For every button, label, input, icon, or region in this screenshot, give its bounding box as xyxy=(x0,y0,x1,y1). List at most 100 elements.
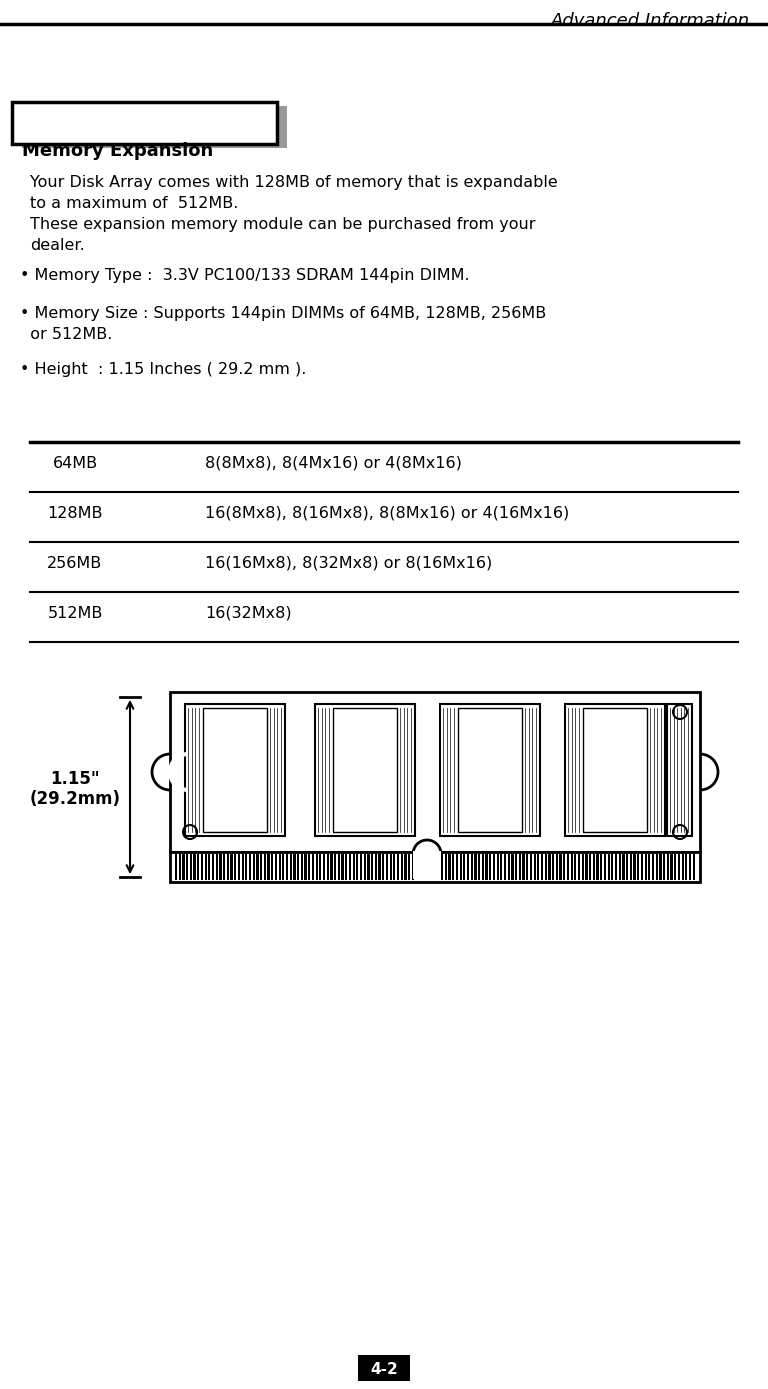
Text: • Memory Type :  3.3V PC100/133 SDRAM 144pin DIMM.: • Memory Type : 3.3V PC100/133 SDRAM 144… xyxy=(20,268,469,283)
Bar xyxy=(179,854,181,881)
Text: 256MB: 256MB xyxy=(48,556,103,571)
Bar xyxy=(379,854,381,881)
Bar xyxy=(216,854,218,881)
Text: Your Disk Array comes with 128MB of memory that is expandable: Your Disk Array comes with 128MB of memo… xyxy=(30,175,558,190)
Bar xyxy=(500,854,502,881)
Text: 512MB: 512MB xyxy=(48,606,103,621)
Bar xyxy=(186,854,188,881)
Text: • Height  : 1.15 Inches ( 29.2 mm ).: • Height : 1.15 Inches ( 29.2 mm ). xyxy=(20,363,306,376)
Bar xyxy=(358,1356,410,1381)
Text: These expansion memory module can be purchased from your: These expansion memory module can be pur… xyxy=(30,217,535,232)
Bar xyxy=(615,854,617,881)
Text: dealer.: dealer. xyxy=(30,238,84,253)
Bar xyxy=(190,854,192,881)
Bar xyxy=(304,854,306,881)
Bar xyxy=(589,854,591,881)
Bar xyxy=(283,854,284,881)
Bar xyxy=(656,854,658,881)
Bar xyxy=(290,854,292,881)
Bar xyxy=(319,854,322,881)
Bar xyxy=(279,854,281,881)
Bar xyxy=(263,854,266,881)
Text: 16(8Mx8), 8(16Mx8), 8(8Mx16) or 4(16Mx16): 16(8Mx8), 8(16Mx8), 8(8Mx16) or 4(16Mx16… xyxy=(205,506,569,521)
Bar xyxy=(581,854,584,881)
Bar xyxy=(485,854,488,881)
Bar xyxy=(360,854,362,881)
Bar xyxy=(652,854,654,881)
Bar xyxy=(441,854,443,881)
Bar xyxy=(182,854,184,881)
Bar xyxy=(382,854,385,881)
Bar xyxy=(526,854,528,881)
Bar xyxy=(597,854,598,881)
Bar xyxy=(538,854,539,881)
Bar xyxy=(334,854,336,881)
Bar xyxy=(626,854,628,881)
Text: Memory Expansion: Memory Expansion xyxy=(22,142,214,160)
Bar xyxy=(630,854,632,881)
Text: to a maximum of  512MB.: to a maximum of 512MB. xyxy=(30,196,238,211)
Bar xyxy=(271,854,273,881)
Bar xyxy=(508,854,510,881)
Bar xyxy=(170,692,700,851)
Bar xyxy=(234,854,237,881)
Bar xyxy=(471,854,473,881)
Text: 16(16Mx8), 8(32Mx8) or 8(16Mx16): 16(16Mx8), 8(32Mx8) or 8(16Mx16) xyxy=(205,556,492,571)
Bar xyxy=(693,854,695,881)
Bar xyxy=(567,854,569,881)
Bar xyxy=(552,854,554,881)
Bar xyxy=(401,854,403,881)
Bar xyxy=(197,854,200,881)
Bar xyxy=(345,854,347,881)
Bar xyxy=(185,704,285,836)
Bar xyxy=(670,854,673,881)
Bar xyxy=(493,854,495,881)
Bar xyxy=(249,854,251,881)
Bar xyxy=(565,704,665,836)
Bar xyxy=(530,854,532,881)
Bar xyxy=(456,854,458,881)
Bar xyxy=(349,854,351,881)
Text: 16(32Mx8): 16(32Mx8) xyxy=(205,606,292,621)
Bar xyxy=(293,854,296,881)
Bar xyxy=(604,854,606,881)
Bar xyxy=(556,854,558,881)
Bar xyxy=(220,854,222,881)
Bar xyxy=(583,708,647,832)
Bar xyxy=(611,854,614,881)
Bar xyxy=(534,854,536,881)
Bar xyxy=(593,854,595,881)
Bar xyxy=(689,854,691,881)
Bar xyxy=(353,854,355,881)
Bar xyxy=(223,854,225,881)
Bar xyxy=(660,854,661,881)
Bar xyxy=(634,854,636,881)
Bar xyxy=(478,854,480,881)
Bar xyxy=(170,851,700,882)
Bar xyxy=(267,854,270,881)
Bar xyxy=(12,101,277,144)
Bar xyxy=(574,854,577,881)
Bar xyxy=(563,854,565,881)
Bar xyxy=(600,854,602,881)
Bar xyxy=(637,854,639,881)
Bar xyxy=(681,854,684,881)
Bar xyxy=(489,854,492,881)
Bar xyxy=(504,854,506,881)
Bar xyxy=(386,854,388,881)
Bar xyxy=(452,854,455,881)
Bar xyxy=(312,854,314,881)
Bar xyxy=(326,854,329,881)
Bar xyxy=(413,851,441,879)
Text: 4-2: 4-2 xyxy=(370,1361,398,1376)
Bar xyxy=(449,854,451,881)
Bar xyxy=(685,854,687,881)
Bar xyxy=(323,854,325,881)
Bar xyxy=(585,854,588,881)
Bar xyxy=(333,708,397,832)
Text: or 512MB.: or 512MB. xyxy=(20,326,112,342)
Bar xyxy=(475,854,477,881)
Bar xyxy=(330,854,333,881)
Bar xyxy=(212,854,214,881)
Bar xyxy=(408,854,410,881)
